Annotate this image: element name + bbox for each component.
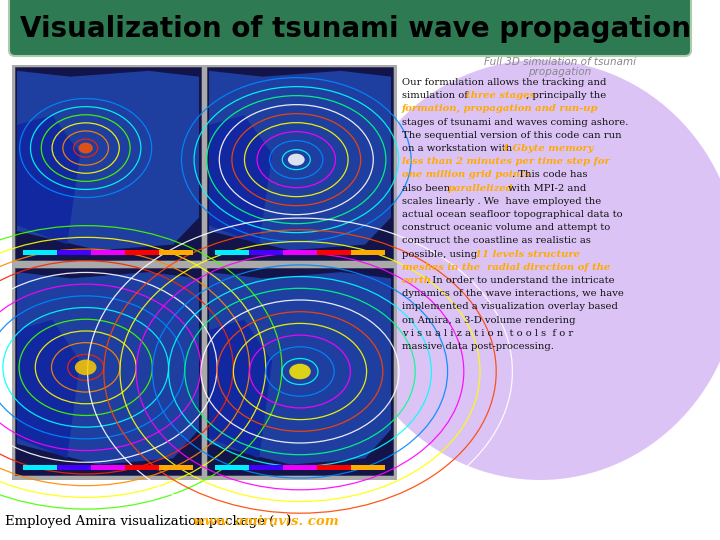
Text: scales linearly . We  have employed the: scales linearly . We have employed the: [402, 197, 601, 206]
Text: on a workstation with: on a workstation with: [402, 144, 516, 153]
Ellipse shape: [340, 60, 720, 480]
Bar: [159, 250, 193, 255]
Text: possible, using: possible, using: [402, 249, 480, 259]
Text: on Amira, a 3-D volume rendering: on Amira, a 3-D volume rendering: [402, 315, 575, 325]
Text: dynamics of the wave interactions, we have: dynamics of the wave interactions, we ha…: [402, 289, 624, 298]
Text: simulation of: simulation of: [402, 91, 471, 100]
Text: . In order to understand the intricate: . In order to understand the intricate: [426, 276, 614, 285]
Bar: [215, 465, 249, 470]
Text: propagation: propagation: [528, 67, 592, 77]
Bar: [15, 268, 201, 475]
Bar: [57, 250, 91, 255]
Text: massive data post-processing.: massive data post-processing.: [402, 342, 554, 351]
Bar: [125, 465, 159, 470]
Bar: [15, 67, 201, 260]
Bar: [23, 250, 57, 255]
Polygon shape: [209, 71, 391, 251]
Polygon shape: [17, 272, 199, 464]
Bar: [317, 465, 351, 470]
Ellipse shape: [78, 143, 93, 153]
Text: actual ocean seafloor topographical data to: actual ocean seafloor topographical data…: [402, 210, 623, 219]
Text: also been: also been: [402, 184, 454, 193]
Text: The sequential version of this code can run: The sequential version of this code can …: [402, 131, 621, 140]
Text: Employed Amira visualization package (: Employed Amira visualization package (: [5, 515, 274, 528]
Bar: [91, 465, 125, 470]
Text: v i s u a l i z a t i o n  t o o l s  f o r: v i s u a l i z a t i o n t o o l s f o …: [402, 329, 573, 338]
Text: 4 Gbyte memory: 4 Gbyte memory: [502, 144, 593, 153]
Bar: [12, 65, 397, 480]
Bar: [91, 250, 125, 255]
FancyBboxPatch shape: [9, 0, 691, 56]
Text: earth: earth: [402, 276, 432, 285]
Bar: [23, 465, 57, 470]
Text: one million grid points: one million grid points: [402, 171, 530, 179]
Polygon shape: [209, 115, 272, 245]
Polygon shape: [17, 320, 80, 458]
Polygon shape: [209, 320, 272, 458]
Bar: [207, 268, 393, 475]
Text: , principally the: , principally the: [523, 91, 606, 100]
Text: ): ): [282, 515, 291, 528]
Bar: [57, 465, 91, 470]
Bar: [249, 465, 283, 470]
Bar: [249, 250, 283, 255]
Bar: [317, 250, 351, 255]
Bar: [351, 465, 385, 470]
Polygon shape: [17, 115, 80, 245]
Text: formation, propagation and run-up: formation, propagation and run-up: [402, 104, 598, 113]
Ellipse shape: [289, 364, 311, 379]
Text: three stages: three stages: [466, 91, 535, 100]
Bar: [207, 67, 393, 260]
Text: less than 2 minutes per time step for: less than 2 minutes per time step for: [402, 157, 610, 166]
Text: with MPI-2 and: with MPI-2 and: [505, 184, 586, 193]
Bar: [125, 250, 159, 255]
Bar: [283, 250, 317, 255]
Text: parallelized: parallelized: [447, 184, 513, 193]
Bar: [283, 465, 317, 470]
Ellipse shape: [75, 360, 96, 375]
Text: Our formulation allows the tracking and: Our formulation allows the tracking and: [402, 78, 606, 87]
Text: meshes in the  radial direction of the: meshes in the radial direction of the: [402, 263, 611, 272]
Text: www. amiravis. com: www. amiravis. com: [193, 515, 338, 528]
Text: implemented a visualization overlay based: implemented a visualization overlay base…: [402, 302, 618, 312]
Ellipse shape: [288, 154, 305, 166]
Text: 11 levels structure: 11 levels structure: [474, 249, 580, 259]
Text: Full 3D simulation of tsunami: Full 3D simulation of tsunami: [484, 57, 636, 67]
Bar: [351, 250, 385, 255]
Bar: [159, 465, 193, 470]
Text: construct the coastline as realistic as: construct the coastline as realistic as: [402, 237, 591, 245]
Polygon shape: [209, 272, 391, 464]
Bar: [215, 250, 249, 255]
Text: . This code has: . This code has: [511, 171, 587, 179]
Text: construct oceanic volume and attempt to: construct oceanic volume and attempt to: [402, 223, 611, 232]
Polygon shape: [17, 71, 199, 251]
Text: stages of tsunami and waves coming ashore.: stages of tsunami and waves coming ashor…: [402, 118, 629, 126]
Text: Visualization of tsunami wave propagation: Visualization of tsunami wave propagatio…: [19, 15, 690, 43]
